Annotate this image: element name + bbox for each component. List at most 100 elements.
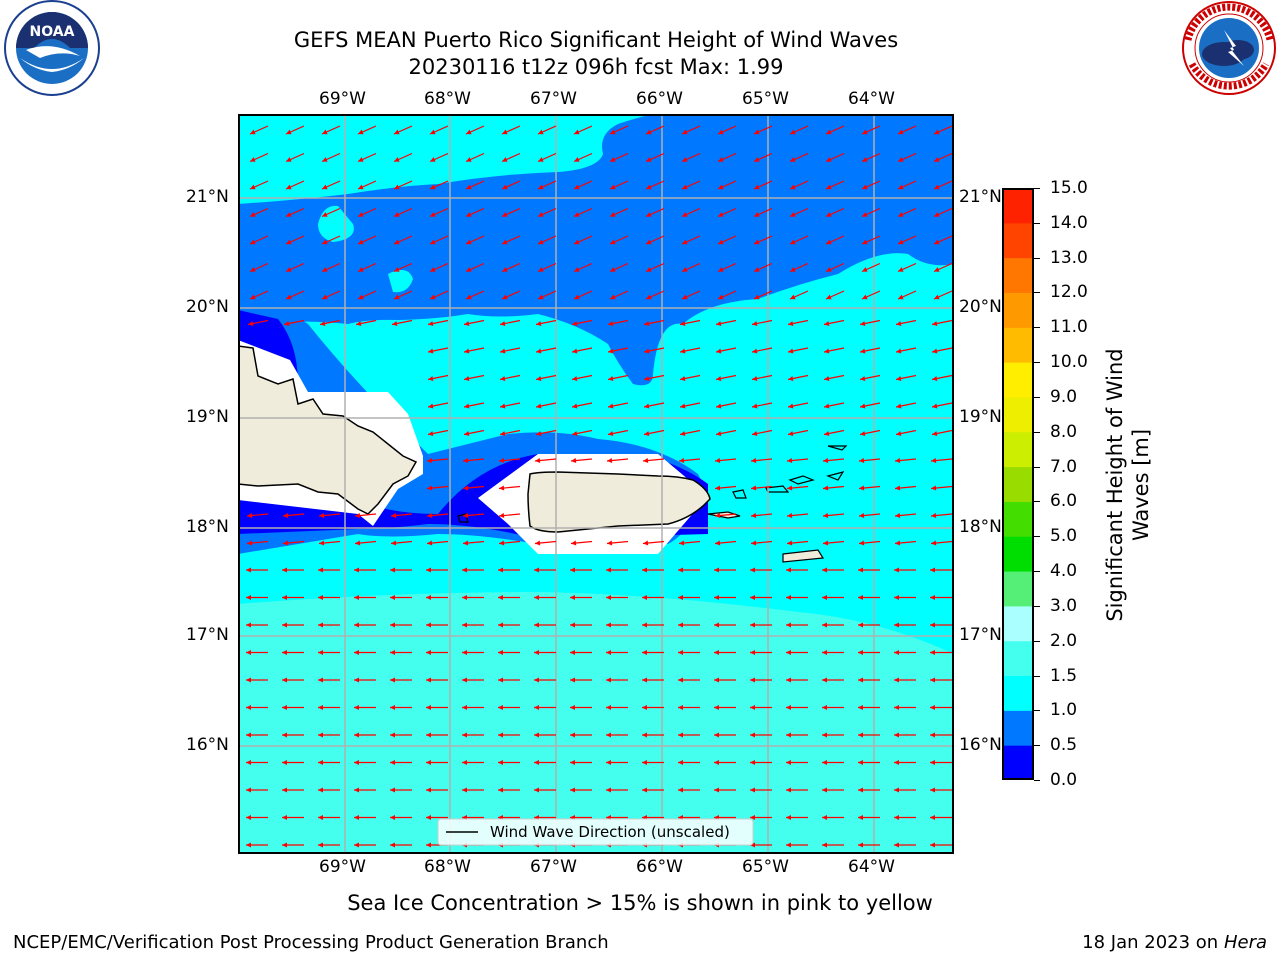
wave-direction-arrowhead	[610, 212, 616, 217]
wave-direction-arrowhead	[250, 267, 256, 272]
wave-direction-arrowhead	[643, 540, 649, 546]
wave-direction-arrowhead	[462, 732, 467, 738]
wave-direction-arrowhead	[930, 732, 935, 738]
colorbar-tick-mark	[1034, 536, 1040, 538]
colorbar-tick-mark	[1034, 222, 1040, 224]
colorbar-tick-mark	[1034, 188, 1040, 189]
wave-direction-arrowhead	[282, 595, 287, 600]
wave-direction-arrowhead	[824, 431, 830, 436]
wave-direction-arrowhead	[896, 321, 902, 326]
wave-direction-arrowhead	[282, 732, 287, 738]
wave-direction-arrowhead	[644, 431, 650, 436]
wave-direction-arrowhead	[428, 431, 434, 436]
wave-direction-arrowhead	[894, 732, 899, 738]
lat-label-left: 18°N	[186, 517, 229, 537]
wave-direction-arrowhead	[646, 294, 652, 300]
footer-right: 18 Jan 2023 on Hera	[1082, 932, 1267, 953]
wave-direction-arrowhead	[930, 760, 935, 765]
wave-direction-arrowhead	[934, 157, 940, 162]
wave-direction-arrowhead	[463, 540, 469, 546]
wave-direction-arrowhead	[502, 267, 508, 272]
wave-direction-arrowhead	[394, 157, 400, 162]
wave-direction-arrowhead	[754, 184, 760, 190]
noaa-logo-text: NOAA	[30, 24, 75, 40]
wave-direction-arrowhead	[643, 458, 649, 464]
wave-direction-arrowhead	[790, 267, 796, 272]
wave-direction-arrowhead	[571, 540, 577, 546]
wave-direction-arrowhead	[608, 431, 614, 436]
wave-direction-arrowhead	[752, 321, 758, 326]
colorbar-tick-label: 5.0	[1050, 526, 1078, 547]
wave-direction-arrowhead	[752, 376, 758, 381]
wave-direction-arrowhead	[500, 321, 506, 326]
wave-direction-arrowhead	[427, 540, 433, 546]
wave-direction-arrowhead	[754, 294, 760, 300]
wave-direction-arrowhead	[246, 567, 251, 573]
wave-direction-arrowhead	[464, 321, 470, 326]
lat-label-right: 19°N	[959, 407, 1002, 427]
wave-direction-arrowhead	[250, 212, 256, 217]
wave-direction-arrowhead	[931, 540, 937, 546]
wave-direction-arrowhead	[358, 239, 364, 245]
colorbar-tick-label: 8.0	[1050, 421, 1078, 442]
wave-direction-arrowhead	[826, 129, 832, 135]
colorbar-tick-label: 10.0	[1050, 352, 1088, 373]
wave-direction-arrowhead	[896, 431, 902, 436]
colorbar-tick-mark	[1034, 466, 1040, 468]
wave-direction-arrowhead	[534, 595, 539, 600]
wave-direction-arrowhead	[354, 595, 359, 600]
wave-direction-arrowhead	[250, 157, 256, 162]
wave-direction-arrowhead	[859, 458, 865, 464]
wave-direction-arrowhead	[572, 376, 578, 381]
wave-direction-arrowhead	[322, 294, 328, 300]
wave-direction-arrowhead	[536, 376, 542, 381]
sea-ice-note: Sea Ice Concentration > 15% is shown in …	[347, 891, 933, 915]
land-mona	[457, 513, 469, 523]
wave-direction-arrowhead	[682, 157, 688, 162]
colorbar-tick-label: 14.0	[1050, 212, 1088, 233]
wave-direction-arrowhead	[535, 458, 541, 464]
lon-label-top: 68°W	[424, 89, 471, 109]
wave-direction-arrowhead	[716, 376, 722, 381]
wave-direction-arrowhead	[894, 705, 899, 710]
wave-direction-arrowhead	[894, 650, 899, 655]
wave-direction-arrowhead	[500, 376, 506, 381]
wave-direction-arrowhead	[932, 403, 938, 409]
wave-direction-arrowhead	[858, 705, 863, 710]
wave-direction-arrowhead	[790, 157, 796, 162]
wave-direction-arrowhead	[716, 348, 722, 354]
wave-direction-arrowhead	[466, 157, 472, 162]
map-legend: Wind Wave Direction (unscaled)	[437, 818, 754, 846]
wave-direction-arrowhead	[390, 732, 395, 738]
lon-label-bottom: 64°W	[848, 857, 895, 877]
footer-date: 18 Jan 2023 on	[1082, 932, 1224, 953]
wave-direction-arrowhead	[574, 129, 580, 135]
wave-direction-arrowhead	[318, 705, 323, 710]
wave-direction-arrowhead	[714, 622, 719, 628]
wave-direction-arrowhead	[430, 294, 436, 300]
wave-direction-arrowhead	[572, 431, 578, 436]
wave-direction-arrowhead	[354, 677, 359, 683]
wave-direction-arrowhead	[426, 705, 431, 710]
wave-direction-arrowhead	[322, 239, 328, 245]
wave-direction-arrowhead	[282, 567, 287, 573]
colorbar-tick-mark	[1034, 571, 1040, 573]
wave-direction-arrowhead	[934, 129, 940, 135]
wave-direction-arrowhead	[570, 732, 575, 738]
wave-direction-arrowhead	[644, 403, 650, 409]
wave-direction-arrowhead	[895, 540, 901, 546]
wave-direction-arrowhead	[286, 294, 292, 300]
wave-direction-arrowhead	[502, 129, 508, 135]
lon-label-bottom: 68°W	[424, 857, 471, 877]
wave-direction-arrowhead	[644, 376, 650, 381]
wave-direction-arrowhead	[390, 677, 395, 683]
wave-direction-arrowhead	[714, 705, 719, 710]
wave-direction-arrowhead	[430, 212, 436, 217]
colorbar-tick-label: 1.0	[1050, 700, 1078, 721]
wave-direction-arrowhead	[787, 458, 793, 464]
wave-direction-arrowhead	[930, 705, 935, 710]
wave-direction-arrowhead	[354, 760, 359, 765]
colorbar-tick-label: 11.0	[1050, 317, 1088, 338]
wave-direction-arrowhead	[606, 595, 611, 600]
wave-direction-arrowhead	[642, 622, 647, 628]
